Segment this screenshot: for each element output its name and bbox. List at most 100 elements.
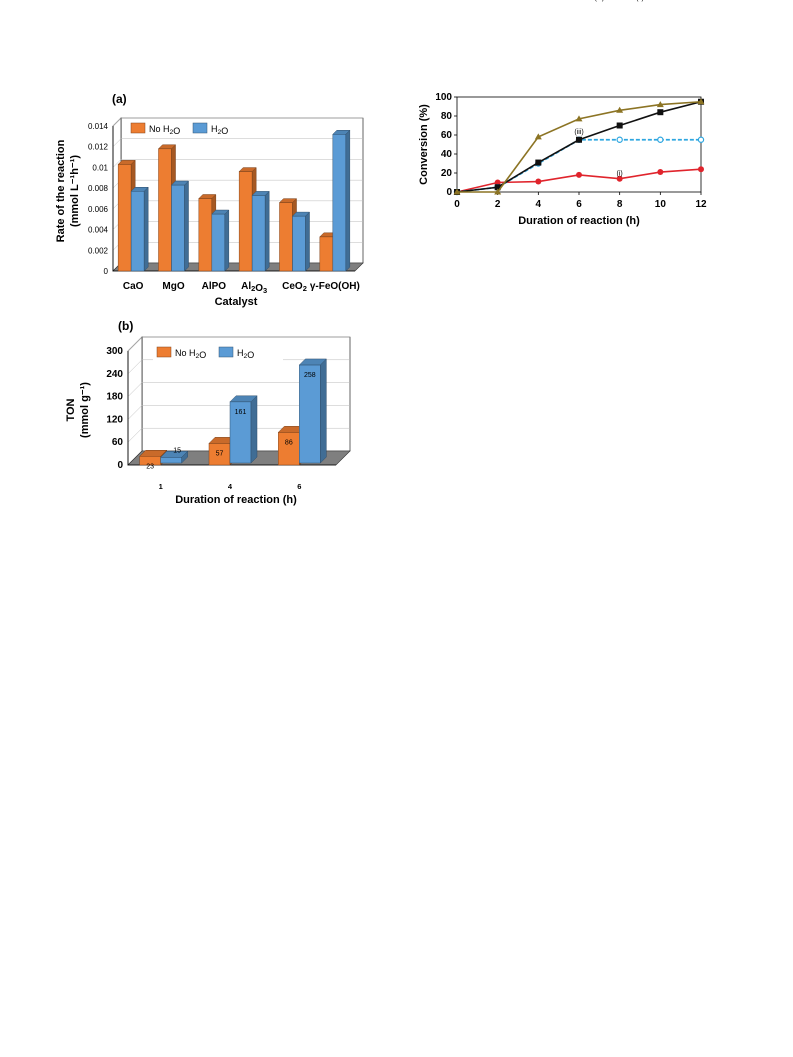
bar-1-top (170, 180, 190, 186)
ton-bar-chart: 0 60 120 180 240 300 23 15 1 57 161 4 86 258 6 No H2O H2… (65, 319, 351, 506)
y-axis-label: Conversion (%) (418, 104, 430, 185)
bar-0-top (157, 144, 177, 150)
x-tick-label: MgO (162, 281, 184, 292)
y-tick-label: 0.014 (88, 122, 109, 131)
bar-1-top (298, 358, 327, 366)
legend-label: No H2O (175, 348, 206, 360)
x-tick-label: 6 (576, 199, 582, 210)
y-tick-label: 120 (106, 414, 123, 425)
x-axis-label: Duration of reaction (h) (518, 215, 640, 227)
x-tick-label: 12 (695, 199, 707, 210)
legend-swatch (192, 122, 208, 134)
y-tick-label: 0.006 (88, 205, 109, 214)
gridline-side (127, 336, 143, 352)
bar (277, 425, 306, 466)
x-tick-label: 4 (536, 199, 542, 210)
marker (697, 98, 705, 105)
marker (575, 115, 583, 122)
marker (657, 136, 664, 143)
gridline-side (127, 359, 143, 374)
x-tick-label: AlPO (202, 281, 227, 292)
series-label: (i) (617, 171, 623, 178)
y-axis-label: Rate of the reaction (55, 139, 67, 242)
y-axis-label: TON (65, 398, 77, 421)
marker (616, 122, 623, 129)
x-axis-label: Duration of reaction (h) (175, 494, 297, 506)
x-tick-label: 0 (454, 199, 460, 210)
y-tick-label: 0.004 (88, 226, 109, 235)
x-axis-label: Catalyst (215, 296, 258, 308)
marker (534, 133, 542, 140)
x-tick-label: 10 (655, 199, 667, 210)
bar-1-front (160, 457, 182, 464)
bar-1-front (299, 364, 321, 464)
data-label: 23 (146, 463, 154, 470)
bar-1-top (332, 130, 351, 135)
x-tick-label: 6 (297, 482, 301, 491)
legend-box (127, 120, 257, 136)
marker (657, 109, 664, 116)
marker (576, 136, 582, 143)
bar-1-top (251, 191, 270, 196)
rate-bar-chart: 0 0.002 0.004 0.006 0.008 0.01 0.012 0.014 CaO Mg… (55, 92, 364, 308)
marker (656, 101, 664, 108)
gridline-side (112, 138, 122, 147)
data-label: 86 (285, 439, 293, 446)
y-axis-label-units: (mmol g⁻¹) (79, 382, 91, 438)
y-tick-label: 180 (106, 392, 123, 403)
bar (298, 358, 327, 464)
y-tick-label: 0.002 (88, 246, 109, 255)
legend-label: H2O (237, 348, 254, 360)
x-tick-label: Al2O3 (241, 281, 267, 295)
y-tick-label: 80 (441, 111, 453, 122)
series-label: (iv) (594, 0, 604, 2)
bar (291, 211, 311, 272)
bar-1-top (160, 451, 189, 458)
data-label: 57 (216, 450, 224, 457)
marker (453, 188, 461, 195)
gridline-side (127, 405, 143, 420)
y-tick-label: 0.012 (88, 143, 109, 152)
bar (130, 186, 149, 272)
y-tick-label: 100 (435, 92, 452, 103)
legend-swatch (130, 122, 146, 134)
bar-0-top (238, 167, 257, 172)
legend-box (153, 344, 283, 361)
y-tick-label: 0.01 (92, 163, 108, 172)
gridline-side (127, 428, 143, 443)
bar-0-top (139, 450, 168, 457)
marker (535, 159, 542, 166)
marker (698, 166, 704, 173)
bar-0-front (278, 432, 300, 466)
marker (494, 184, 501, 191)
series-label: (iii) (574, 129, 583, 136)
side-wall (127, 336, 143, 466)
bar (160, 450, 189, 464)
y-tick-label: 0 (104, 267, 109, 276)
data-label: 258 (304, 372, 316, 379)
bar-1-top (211, 209, 230, 215)
marker (697, 136, 705, 143)
bar (170, 180, 190, 272)
bar-1-side (250, 395, 258, 464)
y-tick-label: 0 (117, 460, 123, 471)
legend-swatch (218, 346, 234, 358)
gridline-side (112, 159, 122, 168)
marker (657, 169, 664, 176)
conversion-line-chart: 0 20 40 60 80 100 0 2 4 6 8 10 12 (i) (ii) (iii) (iv) Dur… (418, 0, 707, 227)
bar (211, 209, 230, 272)
x-tick-label: CaO (123, 281, 144, 292)
bar-0-top (117, 160, 136, 165)
marker (494, 179, 501, 186)
y-tick-label: 20 (441, 168, 453, 179)
series-label: (ii) (636, 0, 644, 2)
bar (332, 129, 351, 272)
y-tick-label: 300 (106, 346, 123, 357)
marker (616, 106, 624, 113)
marker (494, 188, 502, 195)
legend-swatch (156, 346, 172, 358)
y-tick-label: 60 (441, 130, 453, 141)
bar-1-top (229, 395, 258, 403)
y-tick-label: 40 (441, 149, 453, 160)
x-tick-label: 8 (617, 199, 623, 210)
